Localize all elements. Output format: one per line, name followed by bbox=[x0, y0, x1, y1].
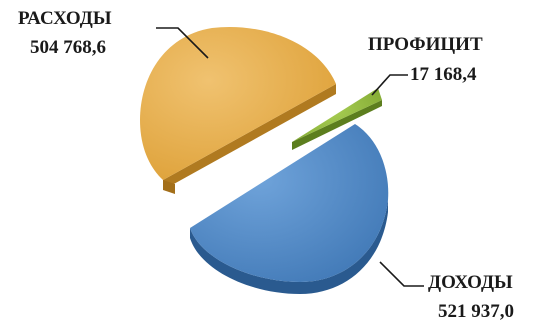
label-income-name: ДОХОДЫ bbox=[428, 272, 513, 293]
slice-surplus bbox=[292, 88, 382, 142]
label-expenses-name: РАСХОДЫ bbox=[18, 8, 112, 29]
slice-expenses bbox=[140, 26, 336, 180]
leader-income bbox=[379, 261, 424, 287]
label-surplus-value: 17 168,4 bbox=[410, 64, 477, 85]
leader-surplus bbox=[371, 74, 408, 96]
leader-expenses bbox=[156, 27, 209, 59]
slice-income-side bbox=[190, 200, 388, 294]
slice-income bbox=[190, 124, 389, 282]
slice-surplus-side bbox=[292, 100, 382, 150]
slice-expenses-side bbox=[163, 84, 336, 190]
slice-expenses-side-front bbox=[163, 180, 175, 194]
label-expenses-value: 504 768,6 bbox=[30, 37, 106, 58]
label-surplus-name: ПРОФИЦИТ bbox=[368, 34, 483, 55]
label-income-value: 521 937,0 bbox=[438, 301, 514, 322]
